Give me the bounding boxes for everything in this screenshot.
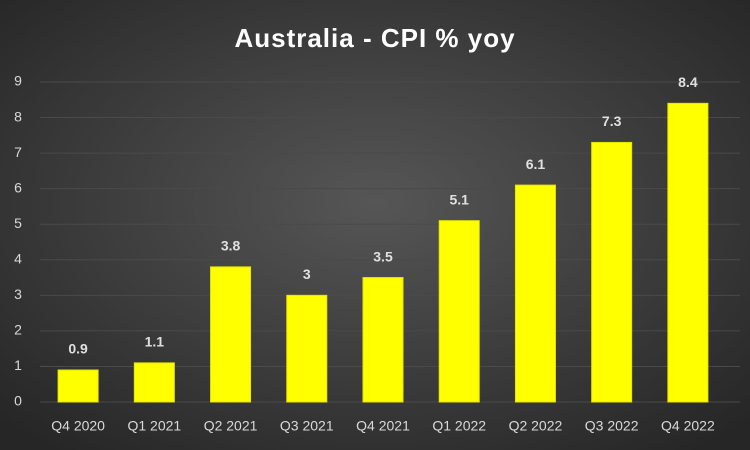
x-tick-label: Q2 2022: [509, 418, 563, 434]
y-tick-label: 1: [14, 357, 22, 373]
y-tick-label: 2: [14, 322, 22, 338]
x-tick-label: Q4 2022: [661, 418, 715, 434]
value-label: 5.1: [449, 191, 469, 207]
x-tick-label: Q3 2021: [280, 418, 334, 434]
bar: [667, 102, 709, 403]
value-label: 8.4: [678, 74, 698, 90]
value-label: 6.1: [526, 156, 546, 172]
y-tick-label: 9: [14, 73, 22, 89]
bar: [210, 266, 252, 403]
y-tick-label: 5: [14, 215, 22, 231]
x-tick-label: Q2 2021: [204, 418, 258, 434]
bar: [514, 184, 556, 403]
value-label: 7.3: [602, 113, 622, 129]
x-tick-label: Q4 2021: [356, 418, 410, 434]
x-tick-label: Q3 2022: [585, 418, 639, 434]
value-label: 0.9: [68, 341, 88, 357]
chart-title: Australia - CPI % yoy: [234, 23, 515, 53]
y-tick-label: 8: [14, 108, 22, 124]
y-tick-label: 3: [14, 286, 22, 302]
bar: [133, 362, 175, 403]
bar: [362, 277, 404, 403]
bar: [57, 369, 99, 403]
value-label: 3: [303, 266, 311, 282]
value-label: 3.5: [373, 248, 393, 264]
y-tick-label: 6: [14, 179, 22, 195]
x-tick-label: Q4 2020: [51, 418, 105, 434]
y-tick-label: 4: [14, 250, 22, 266]
value-label: 3.8: [221, 238, 241, 254]
y-tick-label: 0: [14, 393, 22, 409]
bar: [438, 220, 480, 403]
x-tick-label: Q1 2021: [127, 418, 181, 434]
bar: [591, 141, 633, 403]
bar: [286, 294, 328, 403]
x-tick-label: Q1 2022: [432, 418, 486, 434]
y-tick-label: 7: [14, 144, 22, 160]
value-label: 1.1: [145, 334, 165, 350]
